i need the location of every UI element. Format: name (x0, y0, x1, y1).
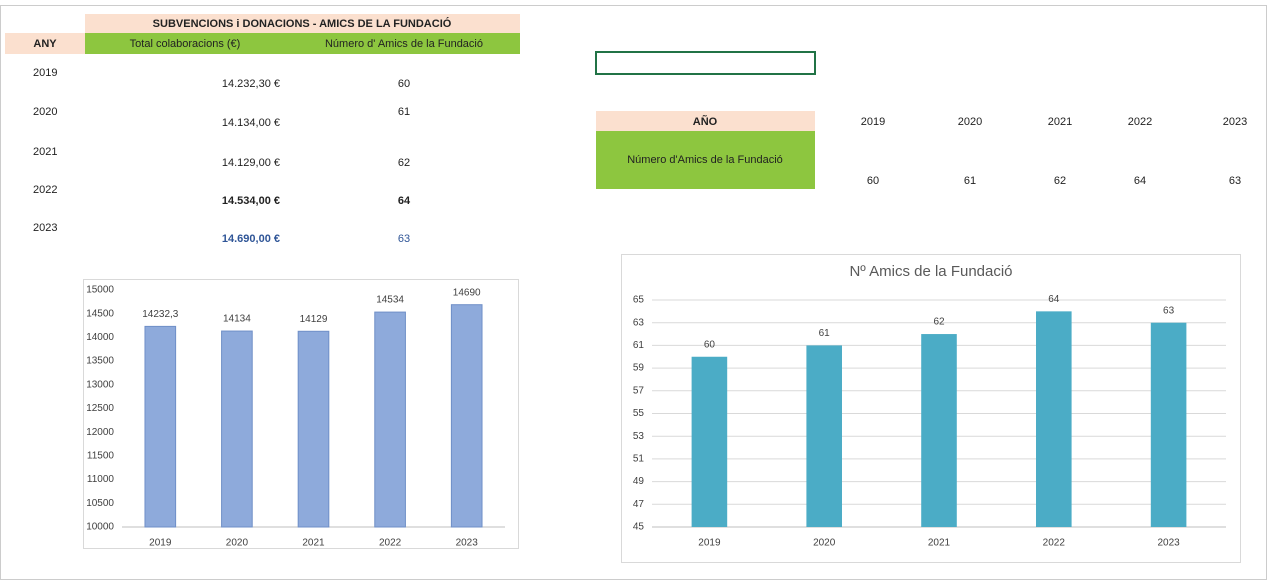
year-cell: 2023 (33, 222, 57, 234)
year-cell: 2020 (958, 116, 982, 128)
amount-cell: 14.232,30 € (222, 78, 280, 90)
y-tick-label: 13500 (86, 356, 114, 367)
data-label: 14232,3 (142, 309, 179, 320)
selected-cell[interactable] (595, 51, 816, 75)
y-tick-label: 61 (633, 340, 645, 351)
y-tick-label: 10000 (86, 522, 114, 533)
y-tick-label: 65 (633, 295, 645, 306)
count-cell: 63 (398, 233, 410, 245)
any-cell (5, 33, 85, 54)
year-cell: 2019 (861, 116, 885, 128)
header-cell: AÑO (693, 115, 718, 128)
y-tick-label: 12000 (86, 427, 114, 438)
data-label: 64 (1048, 294, 1060, 305)
value-cell: 61 (964, 175, 976, 187)
data-label: 14129 (300, 314, 328, 325)
y-tick-label: 53 (633, 431, 645, 442)
y-tick-label: 49 (633, 476, 645, 487)
bar (374, 311, 406, 528)
year-cell: 2019 (33, 67, 57, 79)
year-cell: 2022 (1128, 116, 1152, 128)
year-cell: 2022 (33, 184, 57, 196)
amount-cell: 14.534,00 € (222, 195, 280, 207)
bar (144, 325, 177, 528)
bar (691, 356, 728, 527)
amount-cell: 14.134,00 € (222, 117, 280, 129)
header-band (85, 33, 520, 54)
y-tick-label: 14500 (86, 308, 114, 319)
y-tick-label: 15000 (86, 285, 114, 296)
x-tick-label: 2022 (379, 538, 402, 549)
ano-cell (596, 111, 815, 131)
y-tick-label: 57 (633, 385, 645, 396)
year-cell: 2021 (1048, 116, 1072, 128)
data-label: 14534 (376, 295, 404, 306)
table-title: SUBVENCIONS i DONACIONS - AMICS DE LA FU… (153, 17, 452, 30)
chart-title: Nº Amics de la Fundació (849, 263, 1012, 280)
x-tick-label: 2023 (456, 538, 479, 549)
column-header: Número d' Amics de la Fundació (325, 38, 483, 50)
count-cell: 60 (398, 78, 410, 90)
y-tick-label: 14000 (86, 332, 114, 343)
bar (921, 334, 957, 527)
bar (221, 330, 253, 528)
y-tick-label: 11500 (87, 451, 115, 462)
data-label: 62 (933, 317, 945, 328)
x-tick-label: 2019 (698, 538, 721, 549)
x-tick-label: 2019 (149, 538, 172, 549)
count-cell: 61 (398, 106, 410, 118)
label-cell (596, 131, 815, 189)
value-cell: 62 (1054, 175, 1066, 187)
amount-cell: 14.690,00 € (222, 233, 280, 245)
data-label: 60 (704, 339, 716, 350)
x-tick-label: 2021 (302, 538, 325, 549)
value-cell: 63 (1229, 175, 1241, 187)
bar (806, 345, 842, 527)
row-label: Número d'Amics de la Fundació (627, 154, 783, 166)
count-cell: 62 (398, 157, 410, 169)
y-tick-label: 10500 (86, 498, 114, 509)
y-tick-label: 55 (633, 408, 645, 419)
x-tick-label: 2020 (813, 538, 836, 549)
data-label: 14134 (223, 314, 251, 325)
x-tick-label: 2021 (928, 538, 951, 549)
y-tick-label: 11000 (87, 474, 115, 485)
x-tick-label: 2020 (226, 538, 249, 549)
year-cell: 2023 (1223, 116, 1247, 128)
column-header: ANY (33, 38, 57, 50)
y-tick-label: 63 (633, 317, 645, 328)
y-tick-label: 47 (633, 499, 645, 510)
value-cell: 60 (867, 175, 879, 187)
data-label: 14690 (453, 287, 481, 298)
y-tick-label: 12500 (86, 403, 114, 414)
data-label: 63 (1163, 305, 1175, 316)
x-tick-label: 2023 (1157, 538, 1180, 549)
bar (1036, 311, 1072, 527)
bar (297, 330, 330, 528)
title-band (85, 14, 520, 33)
y-tick-label: 51 (633, 454, 645, 465)
year-cell: 2021 (33, 146, 57, 158)
value-cell: 64 (1134, 175, 1146, 187)
count-cell: 64 (398, 195, 411, 207)
bar (1150, 322, 1187, 527)
year-cell: 2020 (33, 106, 57, 118)
amount-cell: 14.129,00 € (222, 157, 280, 169)
y-tick-label: 13000 (86, 379, 114, 390)
y-tick-label: 59 (633, 363, 645, 374)
column-header: Total colaboracions (€) (130, 38, 241, 50)
bar (450, 304, 483, 528)
y-tick-label: 45 (633, 522, 645, 533)
data-label: 61 (819, 328, 831, 339)
x-tick-label: 2022 (1043, 538, 1066, 549)
